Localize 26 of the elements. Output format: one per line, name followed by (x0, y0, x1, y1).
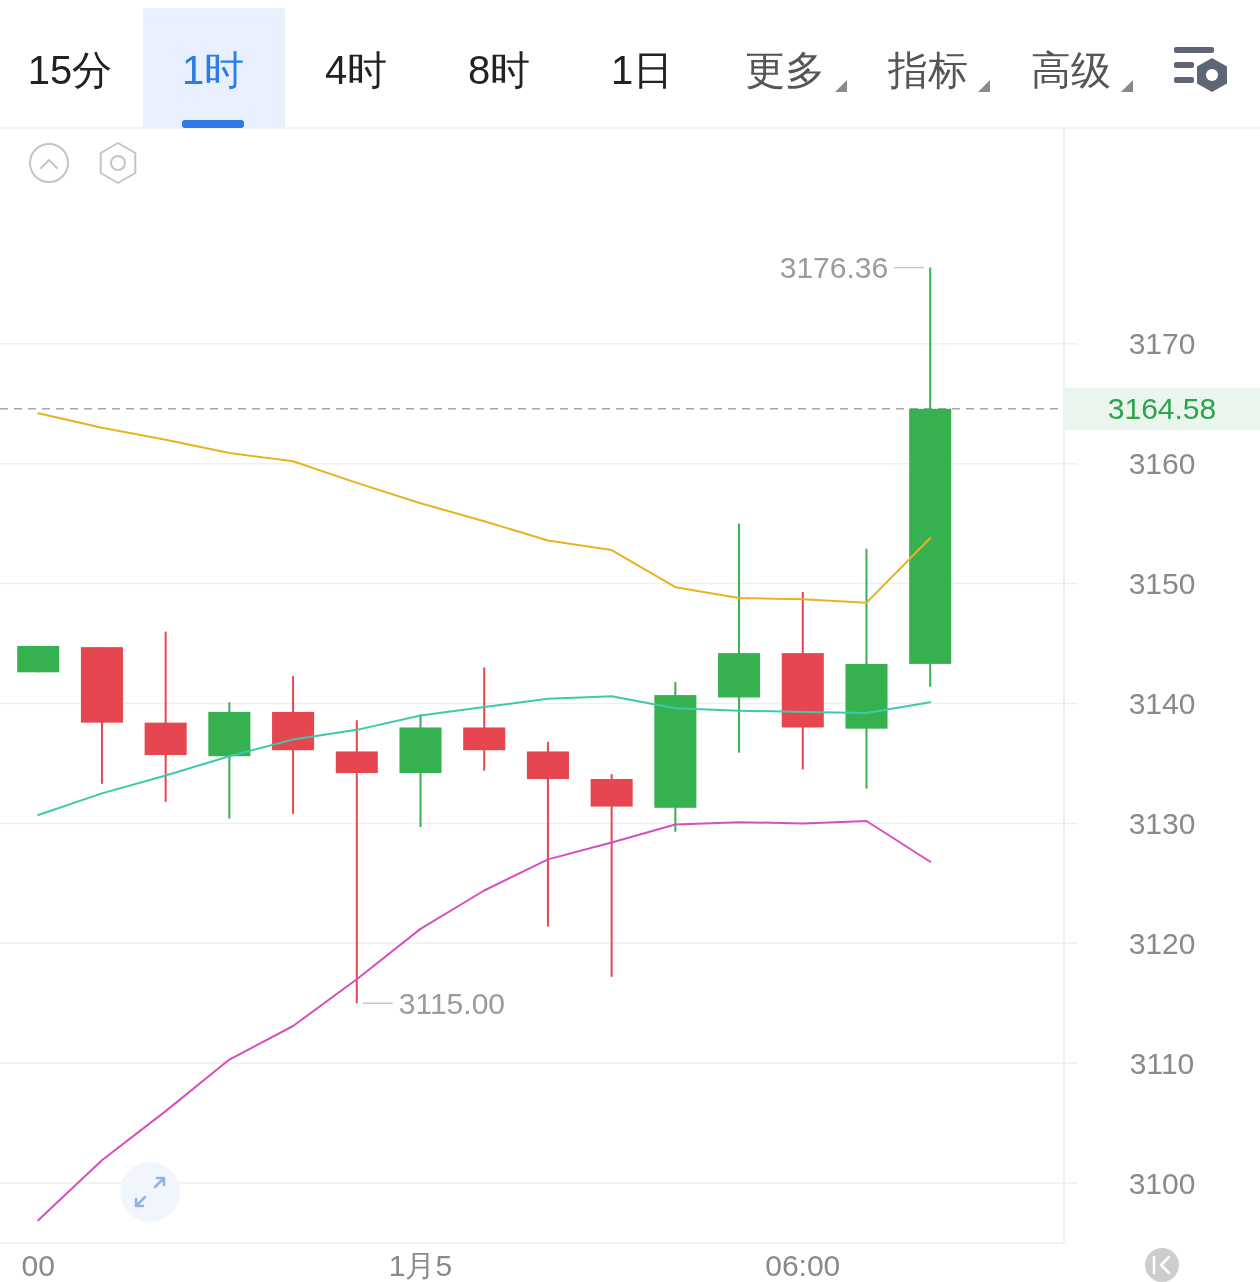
y-tick-label: 3160 (1128, 447, 1196, 481)
text: 1日 (610, 48, 674, 92)
text: 1时 (181, 48, 245, 92)
y-tick-label: 3140 (1128, 686, 1196, 720)
y-tick-label: 3120 (1128, 926, 1196, 960)
ref-line-label: 3164.58 (1107, 392, 1217, 426)
y-tick-label: 3130 (1128, 806, 1196, 840)
x-tick-label: 00 (21, 1248, 55, 1282)
candlestick (590, 773, 633, 978)
y-tick-label: 3170 (1128, 327, 1196, 361)
x-tick-label: 06:00 (765, 1248, 841, 1282)
line-series (37, 412, 932, 604)
text: 指标 (887, 48, 968, 92)
annotation: 3115.00 (398, 986, 506, 1020)
x-tick-label: 1月5 (388, 1248, 453, 1282)
text: 更多 (745, 48, 825, 92)
annotation: 3176.36 (779, 251, 889, 285)
text: 4时 (324, 48, 388, 92)
y-tick-label: 3150 (1128, 567, 1196, 601)
text: 8时 (467, 48, 531, 92)
line-series (37, 819, 932, 1222)
line-series (37, 695, 932, 816)
y-tick-label: 3100 (1128, 1166, 1196, 1200)
y-tick-label: 3110 (1129, 1046, 1195, 1080)
text: 高级 (1031, 48, 1111, 92)
text: 15分 (27, 48, 113, 92)
